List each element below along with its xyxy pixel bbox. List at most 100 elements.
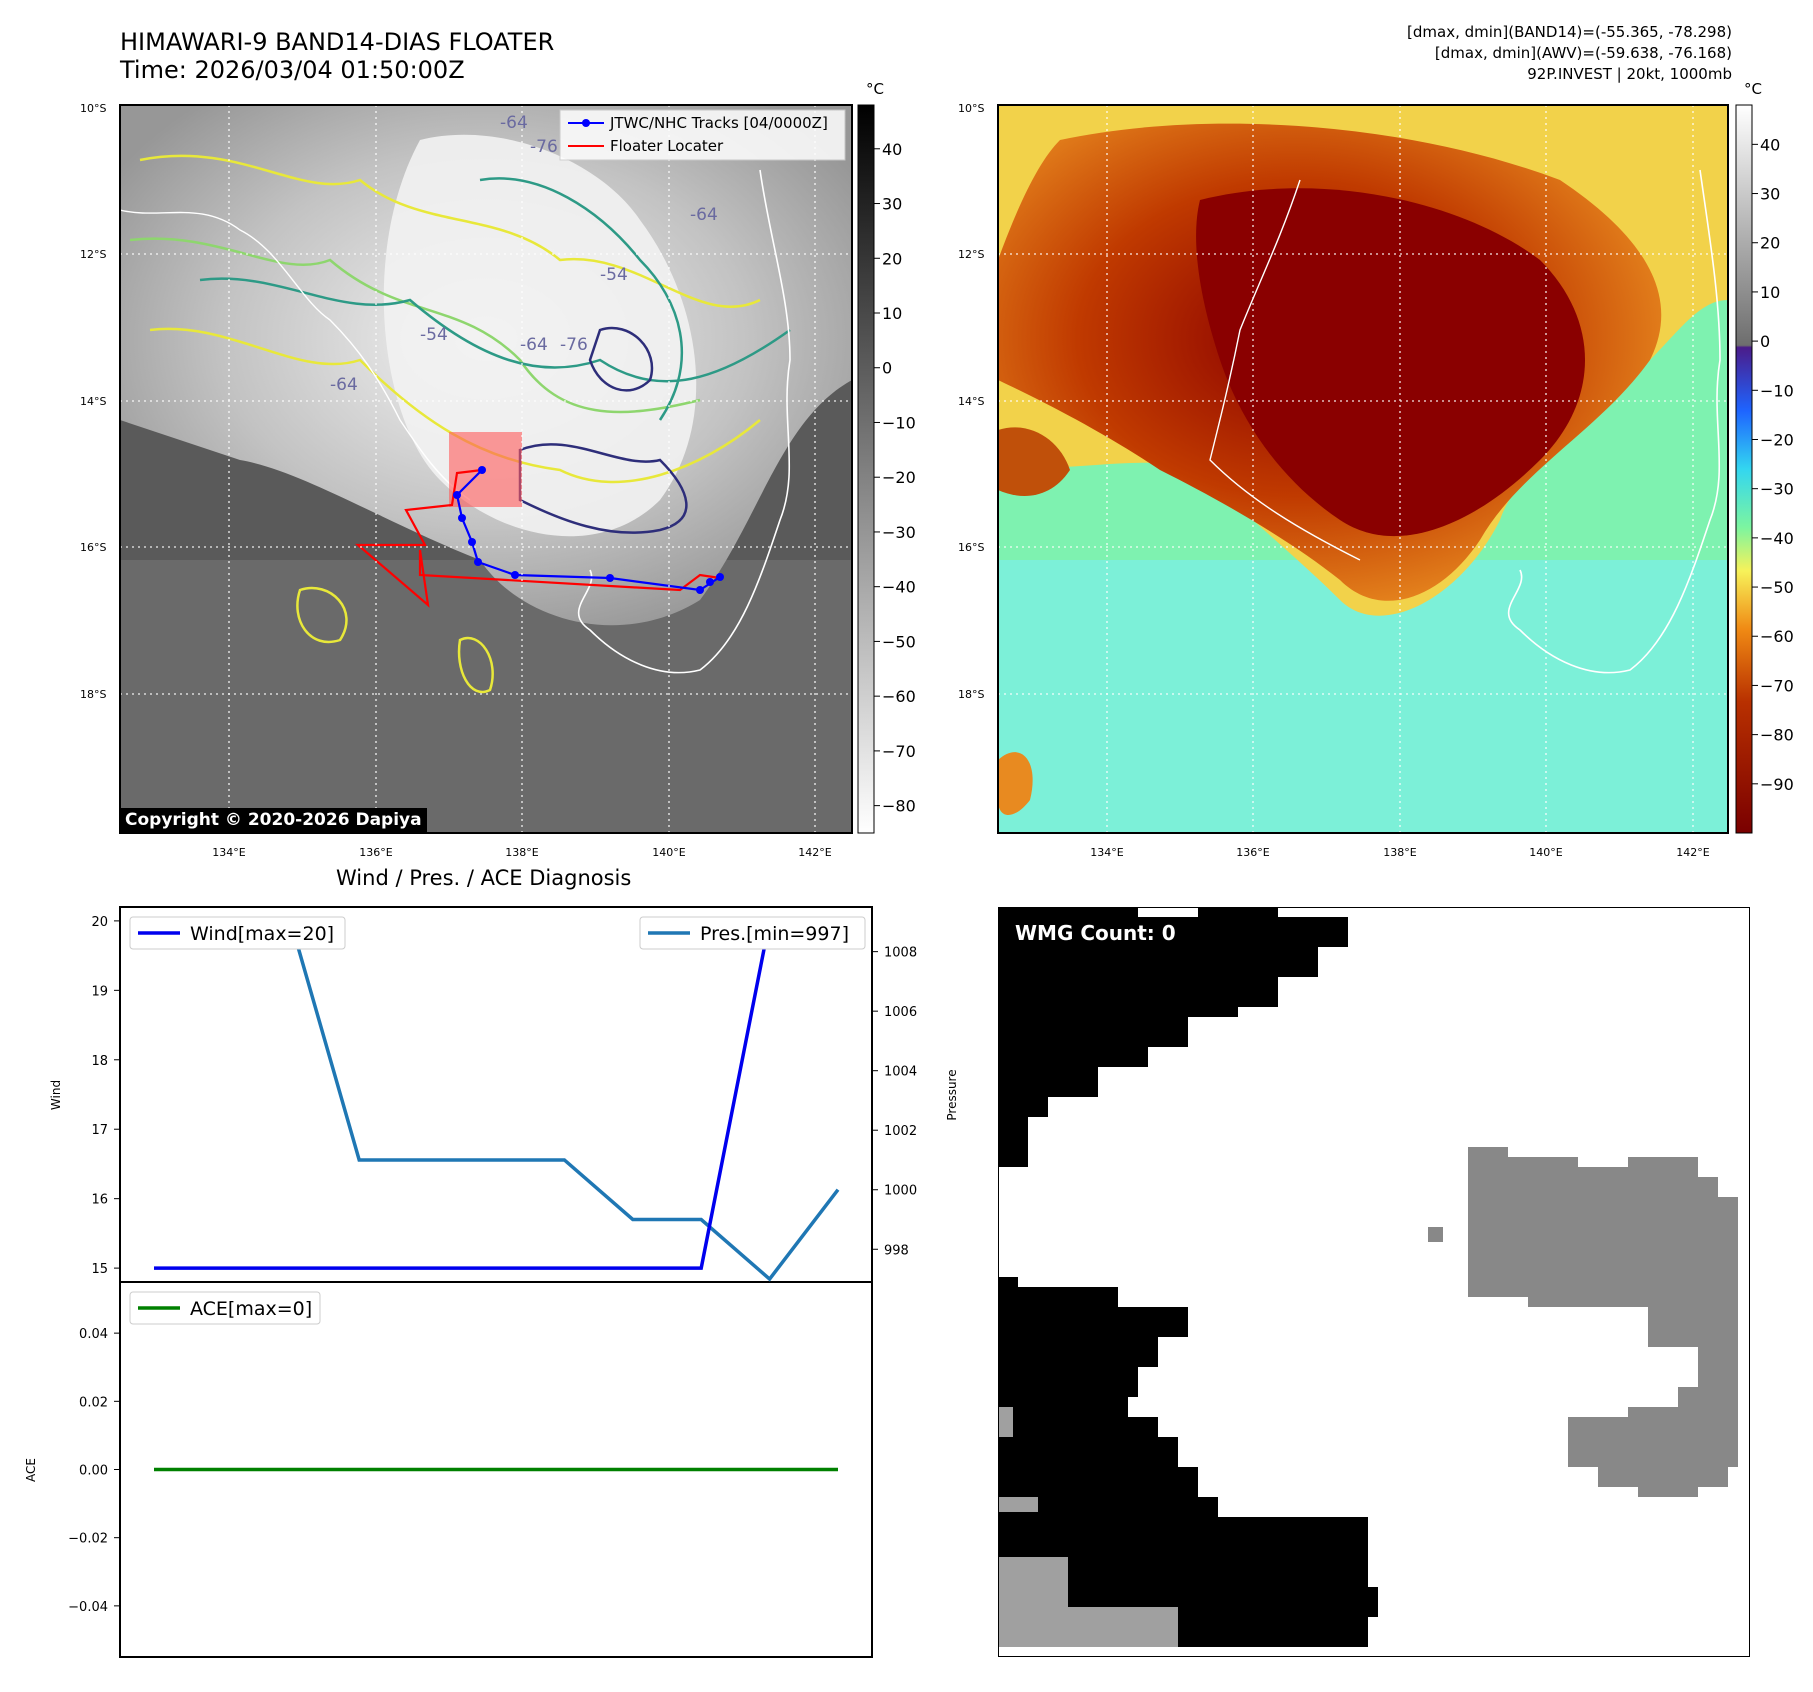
right-cbar-label-6: −20 [1760,430,1794,449]
left-cbar-label-0: 40 [882,140,902,159]
left-cbar-label-10: −60 [882,687,916,706]
right-lat-label-3: 16°S [958,541,984,554]
map-axis-labels: 10°S 10°S 12°S 12°S 14°S 14°S 16°S 16°S 18°S 18°S… [80,102,1710,859]
pres-tick-label-5: 1008 [884,946,917,961]
pres-tick-label-2: 1002 [884,1124,917,1139]
right-lat-label-2: 14°S [958,395,984,408]
wmg-count-badge: WMG Count: 0 [1008,918,1183,948]
pres-tick-label-1: 1000 [884,1184,917,1199]
wmg-panel [998,907,1750,1657]
right-cbar-label-0: 40 [1760,135,1780,154]
svg-text:-64: -64 [500,113,528,133]
wind-tick-label-0: 15 [91,1262,108,1277]
pressure-axis-label: Pressure [945,1069,959,1120]
right-lon-label-3: 140°E [1529,846,1562,859]
left-colorbar-unit: °C [866,80,884,98]
right-cbar-label-13: −90 [1760,775,1794,794]
left-cbar-label-1: 30 [882,195,902,214]
svg-text:-76: -76 [560,335,588,355]
meta-band14: [dmax, dmin](BAND14)=(-55.365, -78.298) [1407,23,1732,41]
ace-legend-label: ACE[max=0] [190,1298,312,1320]
right-cbar-label-11: −70 [1760,676,1794,695]
left-cbar-label-11: −70 [882,742,916,761]
ace-tick-label-1: 0.02 [79,1395,108,1410]
ace-axis-label: ACE [24,1458,38,1482]
left-lon-label-1: 136°E [359,846,392,859]
legend-floater: Floater Locater [610,137,724,155]
left-cbar-label-3: 10 [882,304,902,323]
left-lat-label-2: 14°S [80,395,106,408]
left-cbar-label-4: 0 [882,359,892,378]
svg-text:-64: -64 [520,335,548,355]
right-cbar-label-12: −80 [1760,726,1794,745]
ace-tick-label-3: −0.02 [68,1532,108,1547]
wind-tick-label-2: 17 [91,1123,108,1138]
svg-text:-64: -64 [690,205,718,225]
copyright-label: Copyright © 2020-2026 Dapiya [120,808,427,832]
left-lat-label-0: 10°S [80,102,106,115]
left-cbar-label-12: −80 [882,797,916,816]
right-lon-label-0: 134°E [1090,846,1123,859]
left-colorbar [857,104,875,834]
left-cbar-label-6: −20 [882,468,916,487]
left-cbar-label-5: −10 [882,413,916,432]
left-cbar-label-7: −30 [882,523,916,542]
wind-series-line [154,919,838,1270]
left-map-figure: JTWC/NHC Tracks [04/0000Z] Floater Locat… [80,102,1794,859]
right-lon-label-4: 142°E [1676,846,1709,859]
map-legend: JTWC/NHC Tracks [04/0000Z] Floater Locat… [559,109,846,161]
wind-tick-label-4: 19 [91,984,108,999]
svg-text:-76: -76 [530,137,558,157]
chart-title: HIMAWARI-9 BAND14-DIAS FLOATER [120,28,555,56]
left-lat-label-1: 12°S [80,248,106,261]
right-cbar-label-4: 0 [1760,332,1770,351]
ace-tick-label-0: 0.04 [79,1327,108,1342]
left-cbar-label-9: −50 [882,632,916,651]
left-cbar-label-2: 20 [882,249,902,268]
left-cbar-label-8: −40 [882,578,916,597]
right-cbar-label-5: −10 [1760,381,1794,400]
ace-tick-label-4: −0.04 [68,1600,108,1615]
pressure-legend-label: Pres.[min=997] [700,923,849,945]
ace-tick-label-2: 0.00 [79,1464,108,1479]
pres-tick-label-3: 1004 [884,1065,917,1080]
wind-tick-label-1: 16 [91,1193,108,1208]
right-cbar-label-7: −30 [1760,480,1794,499]
left-colorbar-ticks: 40 30 20 10 0 −10 −20 −30 −40 −50 −60 −70 −80 [874,140,916,816]
meta-awv: [dmax, dmin](AWV)=(-59.638, -76.168) [1434,44,1732,62]
right-lon-label-2: 138°E [1383,846,1416,859]
right-cbar-label-10: −60 [1760,627,1794,646]
right-map-image [998,105,1728,833]
wind-legend-label: Wind[max=20] [190,923,334,945]
right-lon-label-1: 136°E [1236,846,1269,859]
right-colorbar-unit: °C [1744,80,1762,98]
wind-axis-label: Wind [49,1080,63,1110]
legend-jtwc: JTWC/NHC Tracks [04/0000Z] [609,114,828,132]
right-cbar-label-8: −40 [1760,529,1794,548]
right-lat-label-1: 12°S [958,248,984,261]
right-cbar-label-3: 10 [1760,283,1780,302]
right-cbar-label-9: −50 [1760,578,1794,597]
chart-time: Time: 2026/03/04 01:50:00Z [120,56,465,84]
pres-tick-label-4: 1006 [884,1005,917,1020]
right-colorbar-ticks: 40 30 20 10 0 −10 −20 −30 −40 −50 −60 −70 −80 −90 [1752,135,1794,794]
right-lat-label-0: 10°S [958,102,984,115]
right-colorbar [1735,104,1753,834]
left-lon-label-0: 134°E [212,846,245,859]
right-cbar-label-2: 20 [1760,234,1780,253]
pressure-legend: Pres.[min=997] [639,916,866,950]
ace-legend: ACE[max=0] [129,1291,321,1325]
right-lat-label-4: 18°S [958,688,984,701]
left-lon-label-2: 138°E [505,846,538,859]
svg-text:-64: -64 [330,375,358,395]
wind-tick-label-3: 18 [91,1054,108,1069]
diagnosis-title: Wind / Pres. / ACE Diagnosis [336,866,632,890]
left-lat-label-3: 16°S [80,541,106,554]
wind-tick-label-5: 20 [91,915,108,930]
svg-text:-54: -54 [420,325,448,345]
wind-legend: Wind[max=20] [129,916,346,950]
meta-invest: 92P.INVEST | 20kt, 1000mb [1527,65,1732,83]
pres-tick-label-0: 998 [884,1243,909,1258]
left-lon-label-3: 140°E [652,846,685,859]
left-lat-label-4: 18°S [80,688,106,701]
